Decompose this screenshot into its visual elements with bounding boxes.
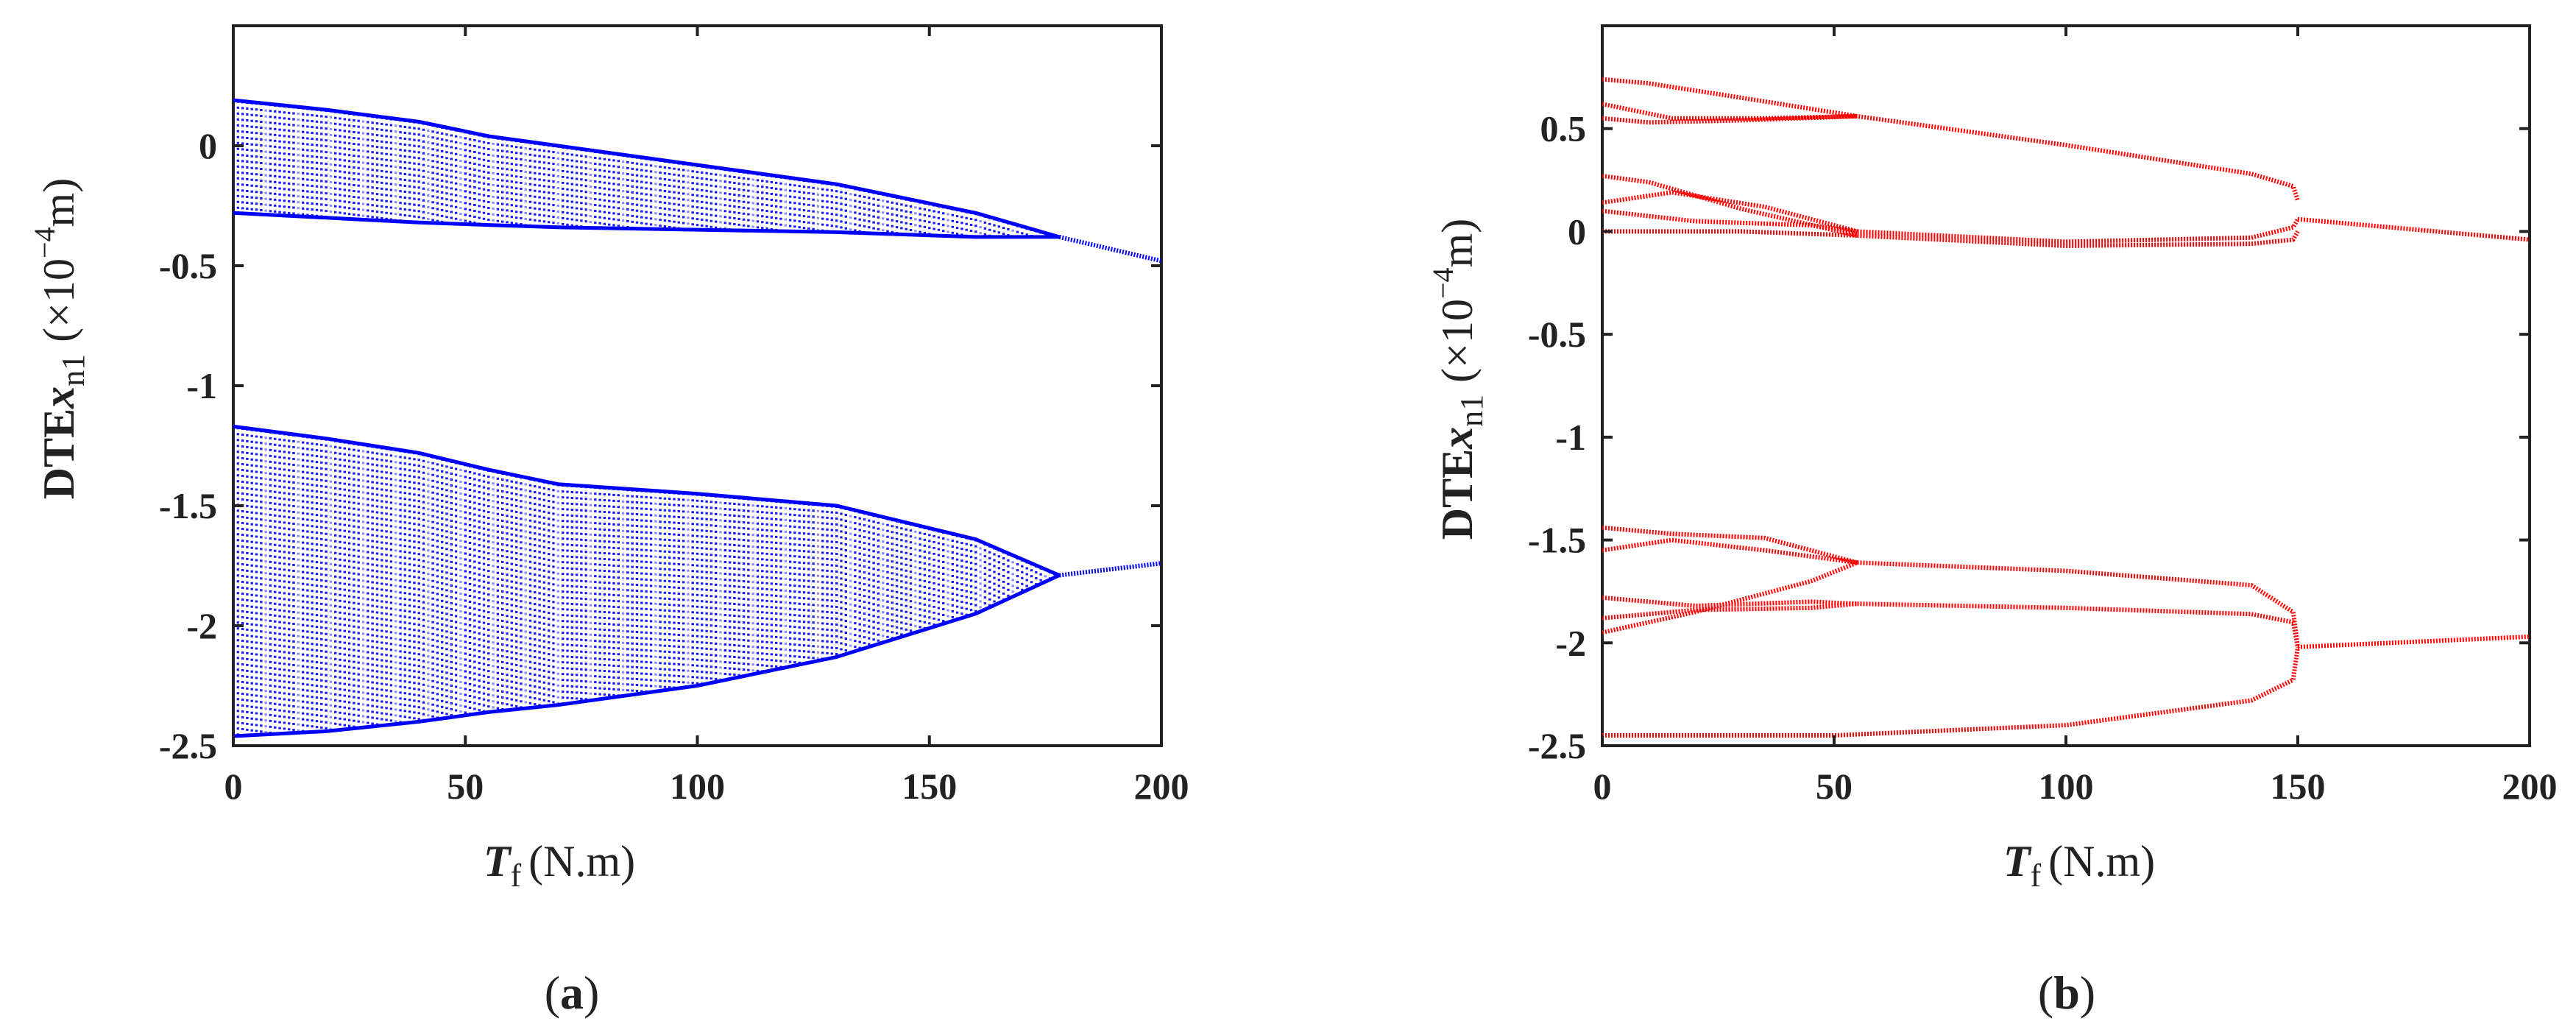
y-tick-label: 0.5 xyxy=(1540,108,1587,149)
series-line-b-6 xyxy=(1602,229,1858,238)
y-tick-label: 0 xyxy=(1568,211,1586,252)
series-line-b-3 xyxy=(1602,174,1858,238)
series-line-b-2 xyxy=(1602,113,1858,125)
x-tick-label: 0 xyxy=(224,766,243,807)
y-tick-label: -1.5 xyxy=(1528,520,1586,561)
plot-area-b xyxy=(1602,77,2530,738)
series-line-b-1 xyxy=(1602,102,1858,121)
y-tick-label: 0 xyxy=(199,125,217,166)
x-tick-label: 100 xyxy=(2039,766,2094,807)
x-tick-label: 50 xyxy=(447,766,484,807)
y-tick-label: -2.5 xyxy=(159,725,217,766)
x-tick-label: 150 xyxy=(902,766,957,807)
x-axis-label-b: Tf (N.m) xyxy=(2003,837,2155,894)
x-axis-label-a: Tf (N.m) xyxy=(484,837,635,894)
series-line-b-4 xyxy=(1602,190,1858,234)
series-line-b-14 xyxy=(1602,560,1858,635)
x-tick-label: 50 xyxy=(1816,766,1853,807)
y-tick-label: -1 xyxy=(186,365,217,406)
y-axis-label-a: DTExn1(×10−4m) xyxy=(28,178,91,499)
band-edge-a-2 xyxy=(233,424,1061,577)
series-line-b-10 xyxy=(1602,525,1858,565)
band-edge-a-0 xyxy=(233,211,1060,239)
panel-caption-a: (a) xyxy=(545,967,600,1019)
y-tick-label: -2.5 xyxy=(1528,725,1586,766)
panel-a: 0 50 100 150 200 0 -0.5 -1 -1.5 -2 -2.5 DTExn1(×10… xyxy=(28,24,1189,1019)
series-line-b-7 xyxy=(1857,230,2300,248)
y-tick-label: -0.5 xyxy=(159,245,217,286)
series-line-b-11 xyxy=(1602,537,1858,565)
series-line-b-16 xyxy=(1857,601,2300,648)
ticks-a: 0 50 100 150 200 0 -0.5 -1 -1.5 -2 -2.5 xyxy=(159,26,1189,807)
y-axis-label-b: DTExn1(×10−4m) xyxy=(1426,219,1490,540)
series-line-b-15 xyxy=(1857,560,2300,648)
series-line-b-12 xyxy=(1602,595,1858,608)
plot-frame-a xyxy=(232,24,1163,747)
x-tick-label: 200 xyxy=(1134,766,1189,807)
ticks-b: 0 50 100 150 200 0.5 0 -0.5 -1 -1.5 -2 -2.5 xyxy=(1528,26,2558,807)
plot-area-a xyxy=(233,98,1161,738)
x-tick-label: 200 xyxy=(2502,766,2558,807)
band-edge-a-0 xyxy=(233,98,1060,239)
y-tick-label: -2 xyxy=(1555,622,1586,663)
series-line-b-5 xyxy=(1602,208,1858,234)
y-tick-label: -1 xyxy=(1555,417,1586,458)
x-tick-label: 100 xyxy=(670,766,725,807)
x-tick-label: 150 xyxy=(2271,766,2326,807)
series-line-b-17 xyxy=(1602,646,2300,738)
y-tick-label: -0.5 xyxy=(1528,314,1586,355)
y-tick-label: -2 xyxy=(186,605,217,646)
plot-frame-b xyxy=(1601,24,2531,747)
series-line-b-13 xyxy=(1602,601,1858,621)
x-tick-label: 0 xyxy=(1593,766,1612,807)
panel-caption-b: (b) xyxy=(2038,967,2095,1019)
series-line-a-3 xyxy=(1058,561,1161,578)
panel-b: 0 50 100 150 200 0.5 0 -0.5 -1 -1.5 -2 -2.5 DTExn1(… xyxy=(1426,24,2558,1019)
series-line-b-0 xyxy=(1602,77,2300,202)
series-line-b-9 xyxy=(2297,216,2530,242)
series-line-b-18 xyxy=(2297,634,2530,649)
series-line-b-8 xyxy=(1857,218,2300,244)
y-tick-label: -1.5 xyxy=(159,485,217,526)
band-edge-a-2 xyxy=(233,573,1061,738)
